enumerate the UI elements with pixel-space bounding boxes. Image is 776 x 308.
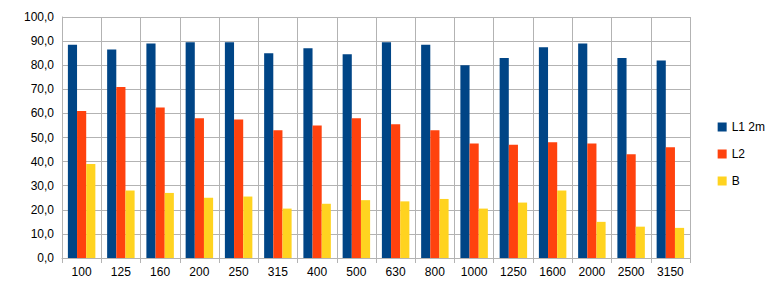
svg-text:500: 500 xyxy=(346,265,366,279)
svg-text:70,0: 70,0 xyxy=(31,82,55,96)
svg-text:80,0: 80,0 xyxy=(31,58,55,72)
svg-text:250: 250 xyxy=(229,265,249,279)
svg-text:30,0: 30,0 xyxy=(31,179,55,193)
svg-text:60,0: 60,0 xyxy=(31,106,55,120)
svg-text:630: 630 xyxy=(386,265,406,279)
svg-text:125: 125 xyxy=(111,265,131,279)
svg-text:1600: 1600 xyxy=(539,265,566,279)
svg-text:2000: 2000 xyxy=(579,265,606,279)
svg-text:100,0: 100,0 xyxy=(24,10,54,24)
svg-text:100: 100 xyxy=(72,265,92,279)
svg-text:0,0: 0,0 xyxy=(37,251,54,265)
svg-text:50,0: 50,0 xyxy=(31,131,55,145)
svg-text:315: 315 xyxy=(268,265,288,279)
svg-text:L1 2m: L1 2m xyxy=(732,120,765,134)
svg-text:20,0: 20,0 xyxy=(31,203,55,217)
svg-text:2500: 2500 xyxy=(618,265,645,279)
svg-text:1250: 1250 xyxy=(500,265,527,279)
svg-text:800: 800 xyxy=(425,265,445,279)
svg-text:10,0: 10,0 xyxy=(31,227,55,241)
svg-text:90,0: 90,0 xyxy=(31,34,55,48)
svg-text:160: 160 xyxy=(150,265,170,279)
svg-text:400: 400 xyxy=(307,265,327,279)
svg-text:B: B xyxy=(732,174,740,188)
svg-text:40,0: 40,0 xyxy=(31,155,55,169)
svg-text:1000: 1000 xyxy=(461,265,488,279)
svg-text:200: 200 xyxy=(189,265,209,279)
svg-text:L2: L2 xyxy=(732,147,746,161)
svg-text:3150: 3150 xyxy=(657,265,684,279)
